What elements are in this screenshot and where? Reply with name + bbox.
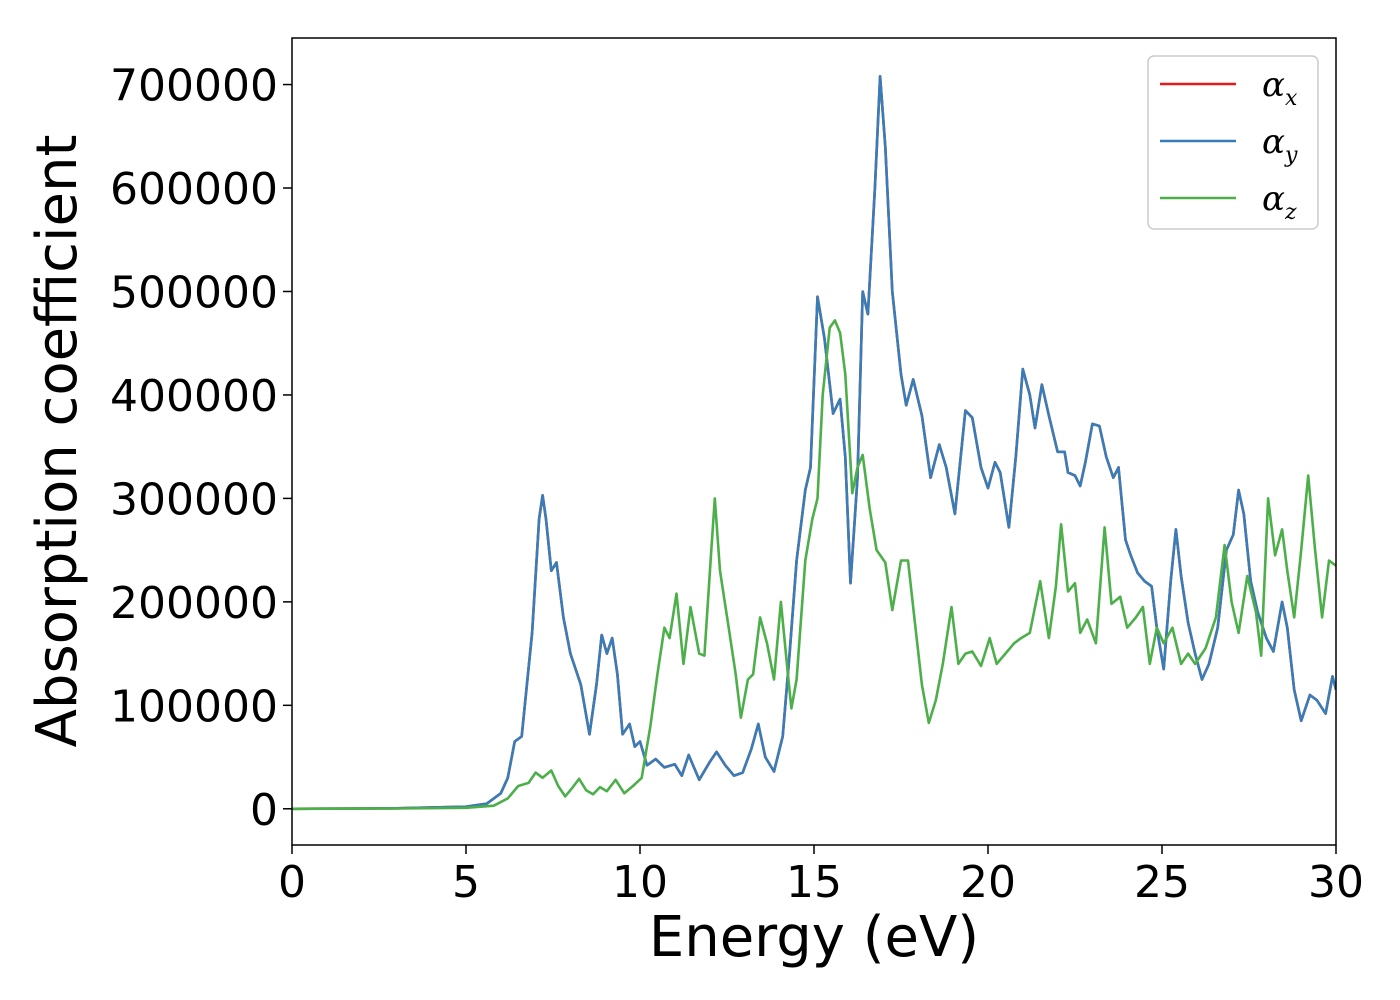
y-tick-label: 500000	[110, 267, 278, 318]
legend-frame	[1147, 55, 1319, 230]
y-tick-label: 0	[250, 785, 278, 836]
y-tick-label: 600000	[110, 164, 278, 215]
legend-subscript: x	[1285, 86, 1298, 111]
y-tick-label: 400000	[110, 371, 278, 422]
legend-label-y: αy	[1262, 122, 1298, 168]
y-tick-label: 200000	[110, 578, 278, 629]
series-line-z	[292, 319, 1336, 811]
x-tick-label: 0	[278, 857, 306, 908]
legend-symbol: α	[1262, 122, 1285, 162]
legend-symbol: α	[1262, 179, 1285, 219]
legend-subscript: y	[1284, 143, 1298, 168]
x-axis: 0 5 10 15 20 25 30	[278, 845, 1364, 908]
y-tick-label: 300000	[110, 474, 278, 525]
legend-symbol: α	[1262, 65, 1285, 105]
legend-label-z: αz	[1262, 179, 1297, 225]
x-tick-label: 5	[452, 857, 480, 908]
x-tick-label: 15	[786, 857, 842, 908]
x-tick-label: 20	[960, 857, 1016, 908]
x-tick-label: 25	[1134, 857, 1190, 908]
y-tick-label: 100000	[110, 681, 278, 732]
series-layer	[292, 75, 1336, 811]
y-tick-label: 700000	[110, 61, 278, 112]
legend-label-x: αx	[1262, 65, 1298, 111]
x-tick-label: 30	[1308, 857, 1364, 908]
y-axis: 0 100000 200000 300000 400000 500000 600000 700…	[110, 61, 292, 836]
series-line-y	[292, 75, 1336, 811]
x-tick-label: 10	[612, 857, 668, 908]
legend-subscript: z	[1284, 200, 1297, 225]
x-axis-title: Energy (eV)	[649, 905, 979, 970]
y-axis-title: Absorption coefficient	[25, 135, 90, 748]
